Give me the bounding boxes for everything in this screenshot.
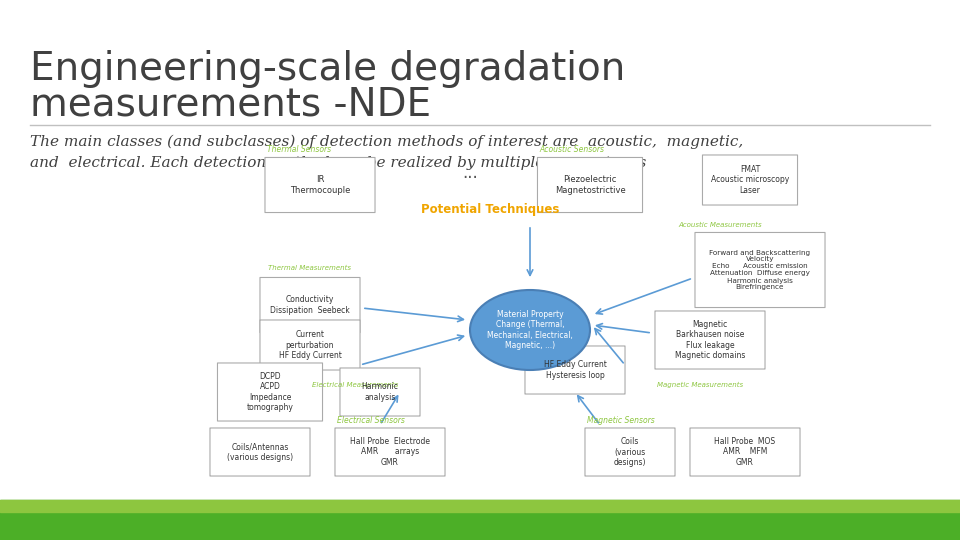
Text: Thermal Measurements: Thermal Measurements — [269, 265, 351, 271]
Text: Thermal Sensors: Thermal Sensors — [267, 145, 331, 154]
Ellipse shape — [470, 290, 590, 370]
Text: Acoustic Sensors: Acoustic Sensors — [540, 145, 605, 154]
Text: Forward and Backscattering
Velocity
Echo      Acoustic emission
Attenuation  Dif: Forward and Backscattering Velocity Echo… — [709, 249, 810, 291]
Text: The main classes (and subclasses) of detection methods of interest are  acoustic: The main classes (and subclasses) of det… — [30, 135, 743, 170]
Text: measurements -NDE: measurements -NDE — [30, 85, 431, 123]
FancyBboxPatch shape — [260, 320, 360, 370]
Text: Coils/Antennas
(various designs): Coils/Antennas (various designs) — [227, 442, 293, 462]
Text: Coils
(various
designs): Coils (various designs) — [613, 437, 646, 467]
Text: Acoustic Measurements: Acoustic Measurements — [678, 222, 762, 228]
Text: Magnetic Sensors: Magnetic Sensors — [587, 416, 655, 425]
Text: Electrical Sensors: Electrical Sensors — [337, 416, 405, 425]
Text: ···: ··· — [462, 169, 478, 187]
Text: Magnetic Measurements: Magnetic Measurements — [657, 382, 743, 388]
Text: IR
Thermocouple: IR Thermocouple — [290, 176, 350, 195]
Bar — [0, 500, 960, 540]
Text: Current
perturbation
HF Eddy Current: Current perturbation HF Eddy Current — [278, 330, 342, 360]
FancyBboxPatch shape — [525, 346, 625, 394]
Text: HF Eddy Current
Hysteresis loop: HF Eddy Current Hysteresis loop — [543, 360, 607, 380]
Text: DCPD
ACPD
Impedance
tomography: DCPD ACPD Impedance tomography — [247, 372, 294, 412]
FancyBboxPatch shape — [585, 428, 675, 476]
FancyBboxPatch shape — [695, 233, 825, 307]
FancyBboxPatch shape — [335, 428, 445, 476]
FancyBboxPatch shape — [260, 278, 360, 333]
FancyBboxPatch shape — [340, 368, 420, 416]
FancyBboxPatch shape — [703, 155, 798, 205]
Text: Potential Techniques: Potential Techniques — [420, 204, 559, 217]
Text: Engineering-scale degradation: Engineering-scale degradation — [30, 50, 625, 88]
Text: Conductivity
Dissipation  Seebeck: Conductivity Dissipation Seebeck — [270, 295, 349, 315]
Text: Hall Probe  Electrode
AMR       arrays
GMR: Hall Probe Electrode AMR arrays GMR — [350, 437, 430, 467]
Text: Harmonic
analysis: Harmonic analysis — [362, 382, 398, 402]
Text: Magnetic
Barkhausen noise
Flux leakage
Magnetic domains: Magnetic Barkhausen noise Flux leakage M… — [675, 320, 745, 360]
Text: Electrical Measurements: Electrical Measurements — [312, 382, 398, 388]
Text: FMAT
Acoustic microscopy
Laser: FMAT Acoustic microscopy Laser — [710, 165, 789, 195]
Bar — [0, 500, 960, 512]
FancyBboxPatch shape — [265, 158, 375, 213]
Text: Material Property
Change (Thermal,
Mechanical, Electrical,
Magnetic, ...): Material Property Change (Thermal, Mecha… — [487, 310, 573, 350]
FancyBboxPatch shape — [538, 158, 642, 213]
FancyBboxPatch shape — [218, 363, 323, 421]
FancyBboxPatch shape — [210, 428, 310, 476]
FancyBboxPatch shape — [690, 428, 800, 476]
FancyBboxPatch shape — [655, 311, 765, 369]
Text: Hall Probe  MOS
AMR    MFM
GMR: Hall Probe MOS AMR MFM GMR — [714, 437, 776, 467]
Text: Piezoelectric
Magnetostrictive: Piezoelectric Magnetostrictive — [555, 176, 625, 195]
